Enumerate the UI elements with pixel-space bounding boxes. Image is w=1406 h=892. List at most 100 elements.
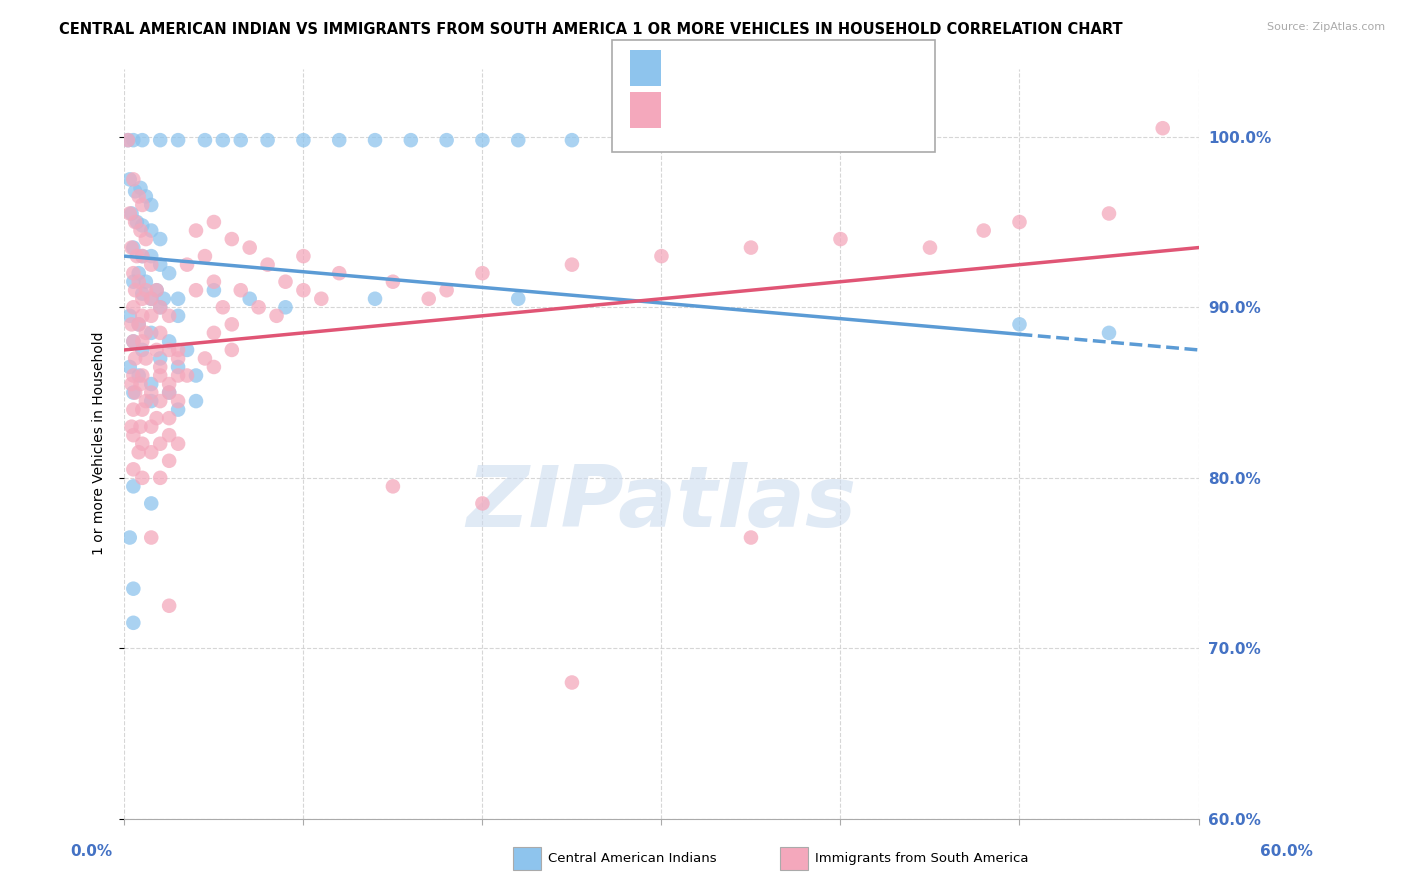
Text: 105: 105 (797, 100, 838, 120)
Point (202, 275, 225, 289)
Point (129, 377, 152, 392)
Point (131, 198, 153, 212)
Point (1008, 215, 1031, 229)
Point (122, 368, 145, 383)
Point (167, 133, 190, 147)
Point (124, 385, 146, 400)
Text: N =: N = (766, 58, 810, 78)
Point (247, 300, 270, 314)
Point (292, 283, 315, 297)
Point (141, 198, 163, 212)
Point (364, 133, 387, 147)
Point (128, 266, 150, 280)
Point (471, 266, 494, 280)
Point (381, 275, 404, 289)
Point (124, 215, 146, 229)
Point (122, 334, 145, 349)
Point (145, 411, 167, 425)
Point (650, 249, 672, 263)
Point (471, 133, 494, 147)
Point (149, 351, 172, 366)
Point (211, 300, 233, 314)
Point (167, 402, 190, 417)
Point (131, 219, 153, 233)
Point (561, 675, 583, 690)
Point (122, 266, 145, 280)
Point (122, 275, 145, 289)
Point (124, 184, 146, 198)
Text: 0.0%: 0.0% (70, 845, 112, 859)
Point (121, 206, 143, 220)
Point (128, 318, 150, 332)
Point (141, 496, 163, 510)
Text: -0.109: -0.109 (709, 58, 778, 78)
Point (167, 368, 190, 383)
Text: ZIPatlas: ZIPatlas (467, 462, 856, 545)
Point (184, 368, 207, 383)
Point (149, 300, 172, 314)
Point (436, 133, 458, 147)
Point (149, 300, 172, 314)
Text: N =: N = (766, 100, 810, 120)
Point (202, 359, 225, 374)
Point (157, 309, 180, 323)
Point (152, 292, 174, 306)
Text: Source: ZipAtlas.com: Source: ZipAtlas.com (1267, 22, 1385, 32)
Point (471, 496, 494, 510)
Point (1152, 121, 1174, 136)
Point (145, 283, 167, 297)
Point (328, 133, 350, 147)
Point (118, 309, 141, 323)
Point (125, 215, 148, 229)
Point (167, 436, 190, 450)
Text: CENTRAL AMERICAN INDIAN VS IMMIGRANTS FROM SOUTH AMERICA 1 OR MORE VEHICLES IN H: CENTRAL AMERICAN INDIAN VS IMMIGRANTS FR… (59, 22, 1122, 37)
Point (122, 300, 145, 314)
Point (328, 266, 350, 280)
Y-axis label: 1 or more Vehicles in Household: 1 or more Vehicles in Household (93, 332, 107, 556)
Point (239, 292, 262, 306)
Point (129, 181, 152, 195)
Point (229, 133, 252, 147)
Point (135, 275, 157, 289)
Point (141, 292, 163, 306)
Point (118, 359, 141, 374)
Point (141, 309, 163, 323)
Point (830, 232, 852, 246)
Point (229, 283, 252, 297)
Point (167, 394, 190, 409)
Point (650, 133, 672, 147)
Point (122, 385, 145, 400)
Point (131, 402, 153, 417)
Point (131, 286, 153, 301)
Point (176, 368, 198, 383)
Text: Immigrants from South America: Immigrants from South America (815, 852, 1029, 864)
Point (918, 241, 941, 255)
Point (141, 419, 163, 434)
Point (973, 223, 995, 237)
Point (157, 343, 180, 357)
Point (256, 258, 278, 272)
Text: 78: 78 (797, 58, 824, 78)
Point (131, 471, 153, 485)
Point (167, 309, 190, 323)
Point (135, 232, 157, 246)
Point (311, 292, 333, 306)
Point (122, 428, 145, 442)
Point (131, 292, 153, 306)
Point (122, 334, 145, 349)
Point (202, 326, 225, 340)
Point (149, 394, 172, 409)
Point (122, 462, 145, 476)
Point (121, 419, 143, 434)
Point (149, 368, 172, 383)
Point (221, 232, 243, 246)
Point (740, 133, 762, 147)
Point (122, 133, 145, 147)
Point (149, 232, 172, 246)
Point (1098, 326, 1121, 340)
Point (292, 249, 315, 263)
Point (135, 189, 157, 203)
Point (157, 454, 180, 468)
Point (121, 318, 143, 332)
Point (141, 385, 163, 400)
